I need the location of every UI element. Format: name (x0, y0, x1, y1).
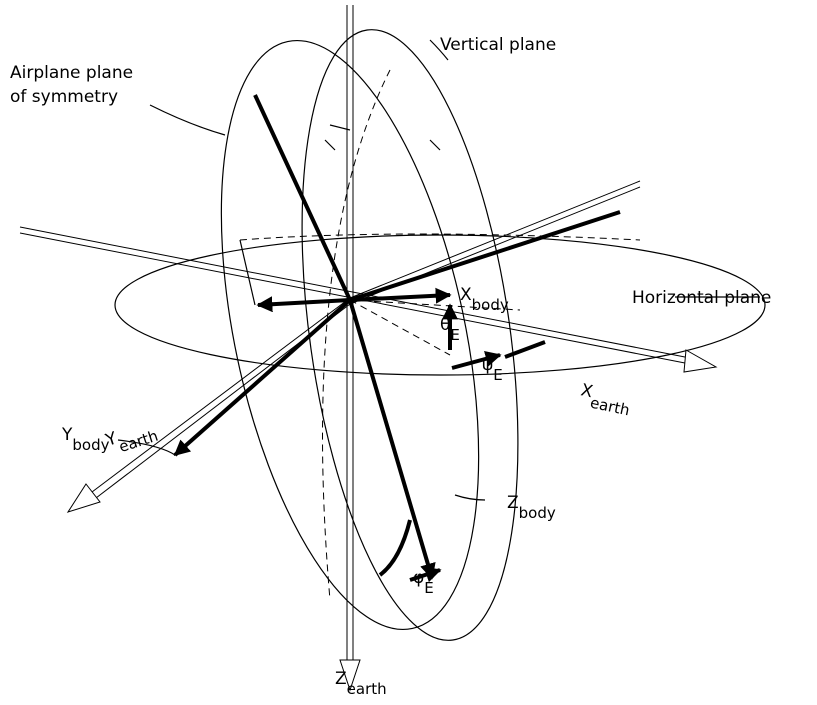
vertical-plane (301, 29, 519, 641)
angle-label: ψE (482, 355, 503, 384)
earth-axes (19, 5, 718, 692)
axis-label: Ybody (61, 425, 110, 454)
horizontal-plane-label: Horizontal plane (632, 288, 771, 308)
hidden-edge (322, 69, 391, 601)
axis-label: Zearth (335, 669, 387, 698)
vertical-plane-label: Vertical plane (440, 35, 556, 55)
hidden-edge (239, 233, 641, 241)
planes (114, 29, 766, 641)
symmetry-plane-label: Airplane plane (10, 63, 133, 83)
angle-label: θE (440, 315, 460, 344)
axis-label: Zbody (507, 493, 556, 522)
body-axes (173, 94, 621, 583)
symmetry-plane-label: of symmetry (10, 87, 118, 107)
axis-label: Xearth (577, 380, 634, 419)
axis-label: Xbody (460, 285, 509, 314)
leaders (117, 39, 760, 501)
axis-label: Yearth (102, 416, 160, 459)
hidden-edge (349, 299, 521, 311)
horizontal-plane (114, 234, 766, 376)
angle-label: φE (413, 568, 434, 597)
symmetry-plane (220, 39, 480, 631)
